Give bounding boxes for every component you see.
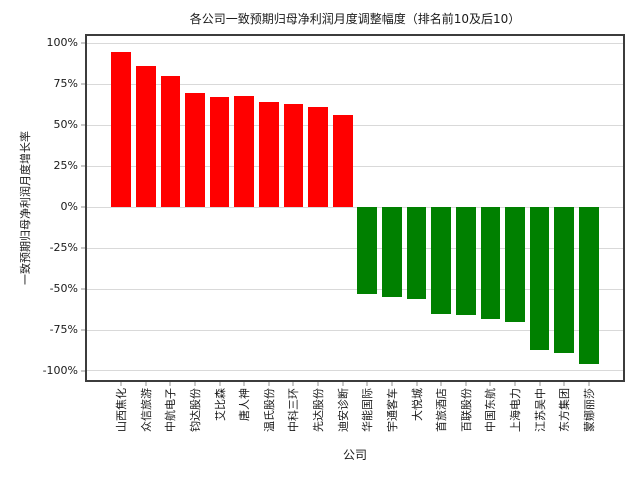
x-tick-mark: [489, 382, 492, 386]
x-tick-mark: [341, 382, 344, 386]
bar: [111, 51, 132, 208]
x-tick-mark: [440, 382, 443, 386]
x-tick-mark: [366, 382, 369, 386]
gridline: [87, 42, 623, 44]
x-axis-label: 公司: [342, 448, 367, 462]
bar: [382, 207, 402, 298]
gridline: [87, 83, 623, 85]
x-tick-label: 山西焦化: [115, 388, 129, 432]
x-tick-label: 华能国际: [361, 388, 375, 432]
x-tick-label: 首旅酒店: [435, 388, 449, 432]
x-tick-mark: [267, 382, 270, 386]
x-tick-mark: [464, 382, 467, 386]
x-tick-label: 钧达股份: [189, 388, 203, 432]
y-tick-label: -100%: [42, 363, 78, 377]
gridline: [87, 329, 623, 331]
bar: [480, 207, 501, 319]
bar: [283, 103, 304, 208]
x-tick-label: 大悦城: [410, 388, 424, 421]
x-tick-mark: [169, 382, 172, 386]
x-tick-mark: [563, 382, 566, 386]
bar: [578, 207, 599, 365]
gridline: [87, 206, 623, 208]
bar: [135, 66, 156, 208]
x-tick-label: 上海电力: [508, 388, 522, 432]
bar: [185, 92, 205, 208]
gridline: [87, 288, 623, 290]
y-tick-mark: [81, 124, 85, 127]
x-tick-label: 蒙娜丽莎: [582, 388, 596, 432]
y-tick-label: 75%: [53, 77, 78, 91]
x-tick-label: 中航电子: [164, 388, 178, 432]
x-tick-mark: [292, 382, 295, 386]
y-tick-label: -75%: [49, 323, 78, 337]
gridline: [87, 165, 623, 167]
x-tick-label: 唐人神: [238, 388, 252, 421]
y-tick-mark: [81, 83, 85, 86]
y-tick-label: -25%: [49, 241, 78, 255]
gridline: [87, 247, 623, 249]
x-tick-mark: [243, 382, 246, 386]
y-tick-mark: [81, 329, 85, 332]
x-tick-mark: [390, 382, 393, 386]
plot-area: [85, 34, 625, 382]
gridline: [87, 124, 623, 126]
y-tick-label: -50%: [49, 282, 78, 296]
chart-title: 各公司一致预期归母净利润月度调整幅度（排名前10及后10）: [189, 12, 521, 26]
x-tick-label: 百联股份: [459, 388, 473, 432]
x-tick-mark: [415, 382, 418, 386]
x-tick-label: 宇通客车: [385, 388, 399, 432]
x-tick-label: 众信旅游: [139, 388, 153, 432]
bar: [431, 207, 451, 314]
y-tick-mark: [81, 247, 85, 250]
gridline: [87, 370, 623, 372]
y-tick-label: 50%: [53, 118, 78, 132]
x-tick-mark: [218, 382, 221, 386]
bar: [505, 207, 525, 322]
bar: [234, 95, 255, 208]
x-tick-label: 江苏吴中: [533, 388, 547, 432]
bar: [160, 76, 181, 208]
x-tick-label: 温氏股份: [262, 388, 276, 432]
x-tick-label: 先达股份: [312, 388, 326, 432]
y-tick-label: 100%: [46, 36, 78, 50]
x-tick-mark: [513, 382, 516, 386]
bar: [332, 115, 353, 208]
y-tick-mark: [81, 165, 85, 168]
bar: [529, 207, 550, 350]
x-tick-mark: [538, 382, 541, 386]
y-tick-label: 0%: [60, 200, 78, 214]
bar: [455, 207, 476, 316]
bar: [259, 102, 279, 208]
x-tick-mark: [587, 382, 590, 386]
y-tick-mark: [81, 369, 85, 372]
x-tick-label: 中科三环: [287, 388, 301, 432]
bar: [406, 207, 427, 299]
y-tick-label: 25%: [53, 159, 78, 173]
y-tick-mark: [81, 42, 85, 45]
x-tick-mark: [317, 382, 320, 386]
x-tick-label: 艾比森: [213, 388, 227, 421]
x-tick-mark: [120, 382, 123, 386]
bar: [357, 207, 378, 294]
x-tick-label: 东方集团: [558, 388, 572, 432]
x-tick-mark: [144, 382, 147, 386]
bar: [308, 107, 328, 208]
x-tick-label: 中国东航: [484, 388, 498, 432]
y-tick-mark: [81, 288, 85, 291]
bar: [209, 97, 230, 208]
x-tick-label: 迪安诊断: [336, 388, 350, 432]
y-tick-mark: [81, 206, 85, 209]
bar: [554, 207, 575, 353]
x-tick-mark: [194, 382, 197, 386]
